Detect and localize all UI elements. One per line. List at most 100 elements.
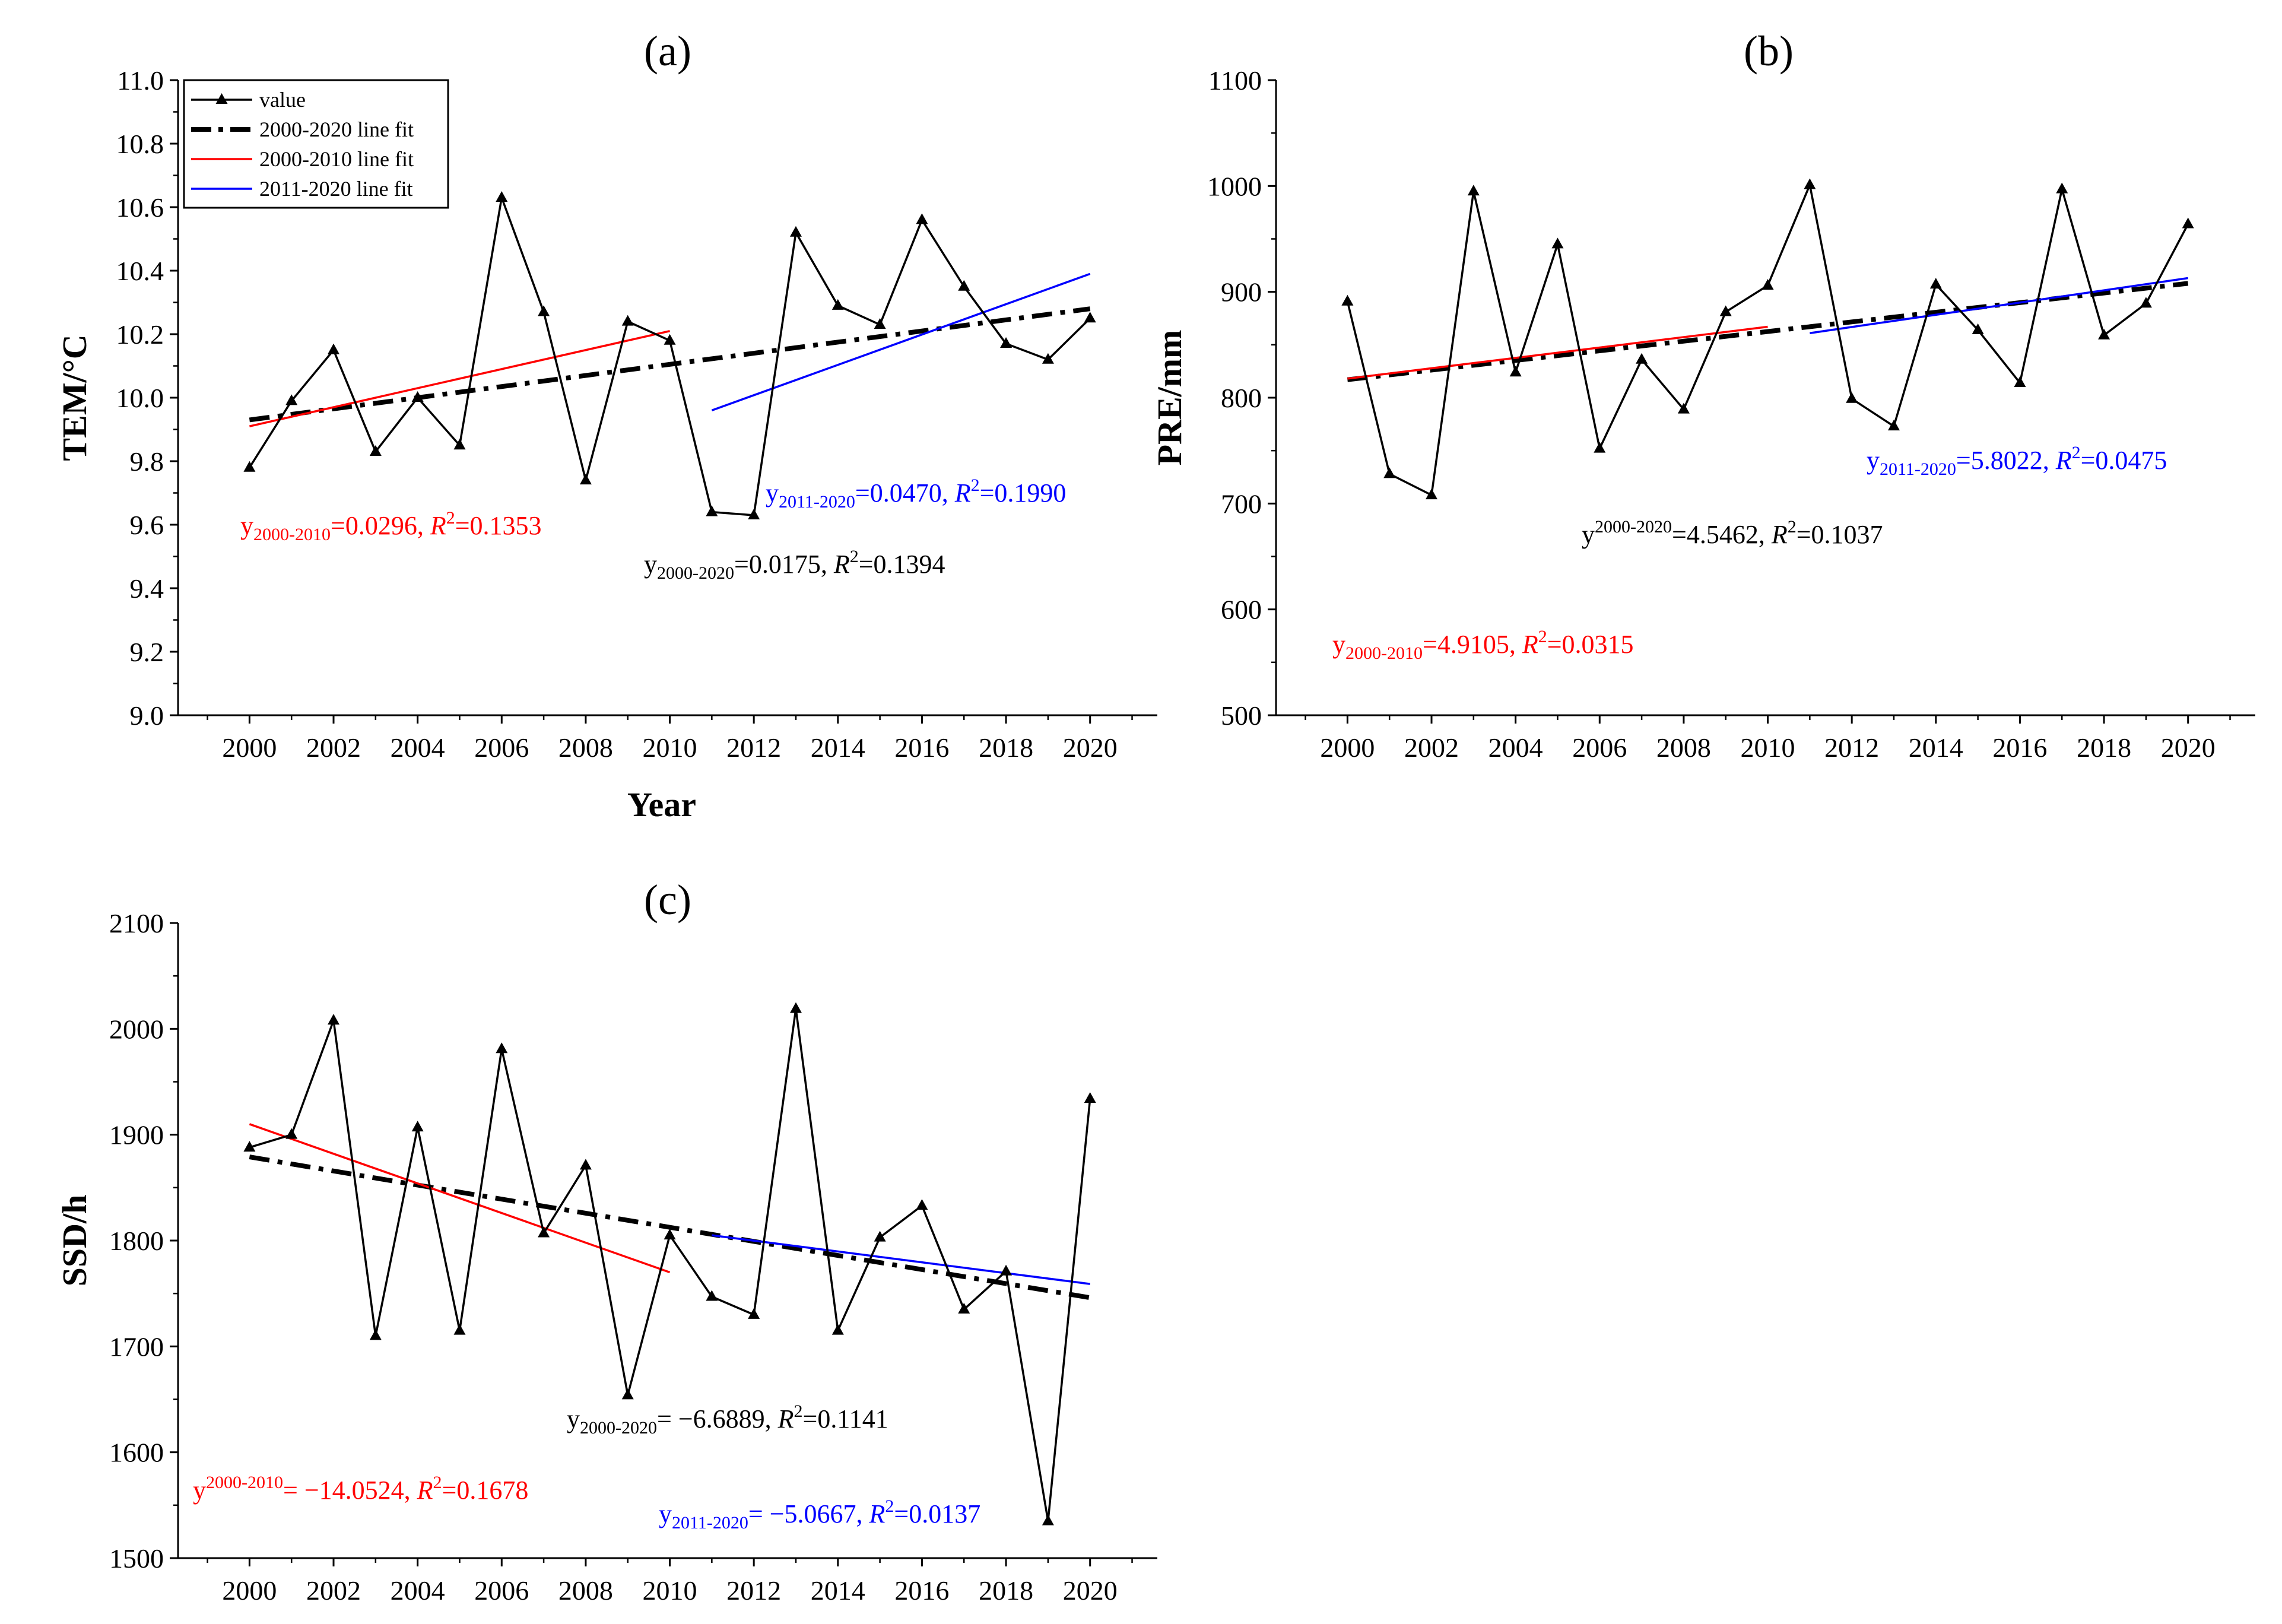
panel-label: (a) [644,27,691,75]
trend-annotation: y2000-2020=0.0175, R2=0.1394 [644,547,945,583]
annotation-prefix: y [240,511,253,540]
annotation-r2-value: =0.0137 [894,1499,980,1528]
data-point-marker [538,1226,550,1238]
x-tick-label: 2000 [222,732,277,763]
x-tick-label: 2008 [558,732,613,763]
x-tick-label: 2014 [811,732,865,763]
annotation-r-letter: R [2055,446,2072,475]
legend-label: 2000-2020 line fit [259,118,414,141]
panel-label: (b) [1744,27,1794,75]
annotation-slope: =0.0470, [855,478,955,508]
fit-line-2000-2020-line-fit [249,1154,1091,1301]
x-tick-label: 2002 [1404,732,1459,763]
data-point-marker [874,1230,886,1242]
x-tick-label: 2012 [1824,732,1879,763]
data-point-marker [453,1324,466,1335]
data-point-marker [579,474,592,485]
x-tick-label: 2014 [811,1575,865,1606]
data-point-marker [1084,312,1096,323]
y-axis-title: SSD/h [55,1195,94,1287]
annotation-prefix: y [1332,630,1345,659]
annotation-r2-value: =0.1353 [455,511,542,540]
data-point-marker [328,1014,340,1025]
annotation-prefix: y [766,478,779,508]
series-line-value [249,1007,1091,1522]
trend-annotation: y2000-2010=0.0296, R2=0.1353 [240,508,542,544]
data-point-marker [1509,366,1522,377]
annotation-r-letter: R [417,1476,433,1505]
annotation-slope: =0.0175, [734,550,834,579]
annotation-r-letter: R [1771,520,1788,549]
data-point-marker [2098,328,2110,340]
data-point-marker [243,461,256,472]
x-tick-label: 2010 [643,732,697,763]
annotation-slope: =0.0296, [331,511,430,540]
x-tick-label: 2006 [1572,732,1627,763]
annotation-slope: = −5.0667, [748,1499,869,1528]
data-point-marker [369,1329,382,1340]
y-tick-label: 1800 [109,1226,164,1256]
data-point-marker [243,1141,256,1152]
x-axis-title: Year [627,785,696,824]
annotation-subscript: 2011-2020 [1880,459,1956,479]
annotation-prefix: y [1867,446,1880,475]
annotation-r2-value: =0.1678 [442,1476,529,1505]
data-point-marker [1846,392,1858,403]
data-point-marker [1677,402,1690,414]
chart-panel-b: (b) 500 600 700 800 900 1000 1100 2000 2002 2004 20… [1150,27,2255,763]
data-point-marker [579,1159,592,1170]
y-tick-label: 9.6 [130,510,164,540]
y-tick-label: 700 [1221,489,1262,519]
data-point-marker [621,1388,634,1400]
y-tick-label: 1100 [1208,65,1262,96]
annotation-prefix: y [1582,520,1595,549]
x-tick-label: 2018 [979,1575,1033,1606]
x-tick-label: 2016 [894,732,949,763]
trend-annotation: y2000-2010=4.9105, R2=0.0315 [1332,627,1634,663]
x-tick-label: 2006 [474,1575,529,1606]
legend: value 2000-2020 line fit 2000-2010 line fi… [183,79,449,209]
annotation-prefix: y [567,1404,580,1433]
annotation-r-exponent: 2 [794,1401,803,1421]
data-point-marker [664,1229,676,1240]
data-point-marker [1972,323,1984,334]
fit-line-2011-2020-line-fit [1810,277,2188,334]
fit-line-2000-2010-line-fit [249,329,670,427]
data-point-marker [411,391,424,402]
annotation-prefix: y [193,1476,206,1505]
y-tick-label: 9.8 [130,446,164,477]
annotation-slope: =4.5462, [1672,520,1772,549]
x-tick-label: 2012 [726,1575,781,1606]
x-tick-label: 2016 [1992,732,2047,763]
data-point-marker [328,343,340,354]
y-axis-title: TEM/°C [55,334,94,461]
data-point-marker [706,505,718,516]
annotation-slope: =4.9105, [1423,630,1522,659]
data-point-marker [1084,1092,1096,1103]
annotation-slope: = −14.0524, [283,1476,417,1505]
x-tick-label: 2004 [391,1575,445,1606]
data-point-marker [916,213,928,224]
y-tick-label: 11.0 [117,65,164,96]
x-tick-label: 2000 [1320,732,1375,763]
data-point-marker [1594,442,1606,453]
data-point-marker [1042,353,1054,364]
y-tick-label: 10.8 [116,129,164,159]
trend-annotation: y2000-2010= −14.0524, R2=0.1678 [193,1473,528,1505]
x-tick-label: 2014 [1909,732,1963,763]
annotation-subscript: 2011-2020 [779,492,855,512]
data-point-marker [1762,278,1774,290]
y-tick-label: 1700 [109,1331,164,1362]
data-point-marker [369,445,382,456]
x-tick-label: 2018 [2077,732,2131,763]
annotation-prefix: y [659,1499,672,1528]
data-point-marker [1000,337,1013,348]
data-point-marker [748,1308,760,1319]
annotation-r-exponent: 2 [850,547,859,566]
x-tick-label: 2010 [1741,732,1795,763]
y-tick-label: 600 [1221,595,1262,625]
fit-line-2000-2010-line-fit [249,1123,671,1274]
x-tick-label: 2020 [1063,732,1118,763]
y-tick-label: 10.2 [116,319,164,350]
series-line-value [248,196,1091,516]
